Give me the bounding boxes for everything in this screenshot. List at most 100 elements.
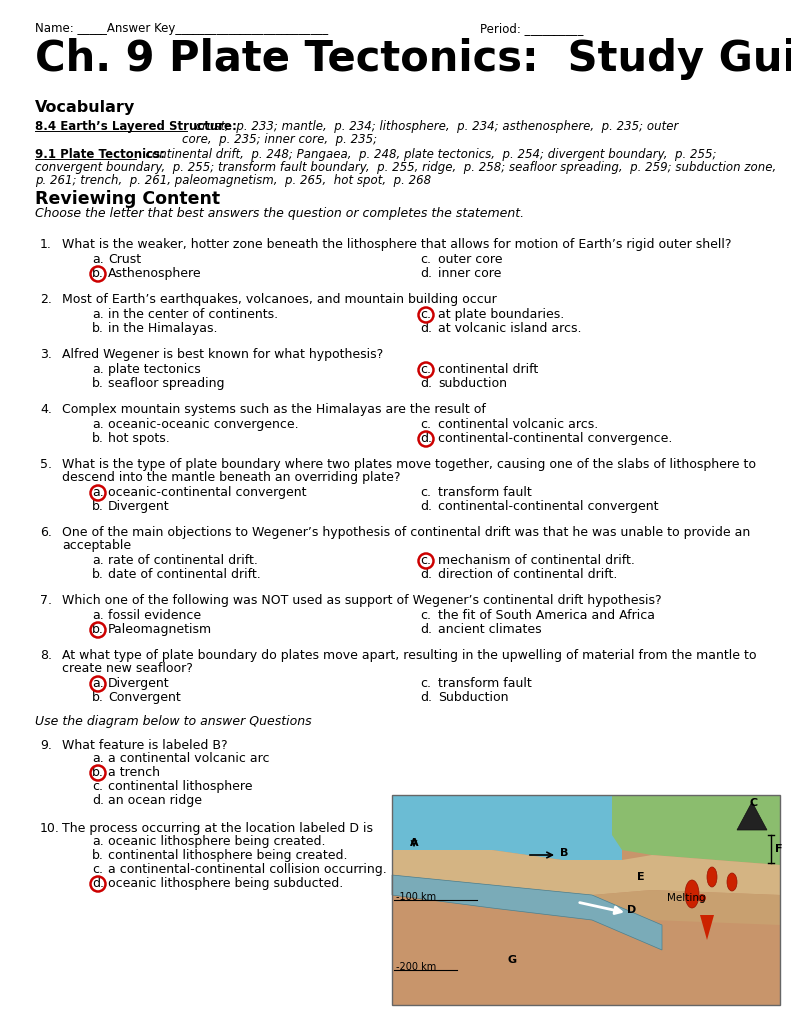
Text: b.: b. <box>92 500 104 513</box>
Ellipse shape <box>685 880 699 908</box>
Text: 2.: 2. <box>40 293 52 306</box>
Text: b.: b. <box>92 322 104 335</box>
Text: seafloor spreading: seafloor spreading <box>108 377 225 390</box>
Polygon shape <box>737 802 767 830</box>
Text: A: A <box>410 838 418 848</box>
Polygon shape <box>392 874 662 950</box>
Text: c.: c. <box>420 308 431 321</box>
Text: descend into the mantle beneath an overriding plate?: descend into the mantle beneath an overr… <box>62 471 400 484</box>
Text: 4.: 4. <box>40 403 52 416</box>
Text: a.: a. <box>92 362 104 376</box>
Text: What feature is labeled B?: What feature is labeled B? <box>62 739 228 752</box>
Text: 9.: 9. <box>40 739 52 752</box>
Text: fossil evidence: fossil evidence <box>108 609 201 622</box>
Text: Reviewing Content: Reviewing Content <box>35 190 220 208</box>
Text: outer core: outer core <box>438 253 502 266</box>
Ellipse shape <box>727 873 737 891</box>
Text: Subduction: Subduction <box>438 691 509 705</box>
Text: Complex mountain systems such as the Himalayas are the result of: Complex mountain systems such as the Him… <box>62 403 486 416</box>
Text: Which one of the following was NOT used as support of Wegener’s continental drif: Which one of the following was NOT used … <box>62 594 661 607</box>
Text: 1.: 1. <box>40 238 52 251</box>
Text: Paleomagnetism: Paleomagnetism <box>108 623 212 636</box>
Text: Crust: Crust <box>108 253 141 266</box>
Text: Period: __________: Period: __________ <box>480 22 584 35</box>
Text: Asthenosphere: Asthenosphere <box>108 267 202 280</box>
Polygon shape <box>700 915 714 940</box>
Text: continental lithosphere: continental lithosphere <box>108 780 252 793</box>
Text: an ocean ridge: an ocean ridge <box>108 794 202 807</box>
Text: 3.: 3. <box>40 348 52 361</box>
Text: 8.: 8. <box>40 649 52 662</box>
Text: 9.1 Plate Tectonics:: 9.1 Plate Tectonics: <box>35 148 165 161</box>
Text: b.: b. <box>92 766 104 779</box>
Text: c.: c. <box>420 418 431 431</box>
Text: mechanism of continental drift.: mechanism of continental drift. <box>438 554 635 567</box>
Text: -100 km: -100 km <box>396 892 436 902</box>
Text: in the Himalayas.: in the Himalayas. <box>108 322 218 335</box>
Text: subduction: subduction <box>438 377 507 390</box>
Text: d.: d. <box>420 568 432 581</box>
Text: a.: a. <box>92 752 104 765</box>
Text: a.: a. <box>92 308 104 321</box>
Text: b.: b. <box>92 267 104 280</box>
Text: oceanic lithosphere being created.: oceanic lithosphere being created. <box>108 835 326 848</box>
Text: What is the weaker, hotter zone beneath the lithosphere that allows for motion o: What is the weaker, hotter zone beneath … <box>62 238 732 251</box>
Text: b.: b. <box>92 691 104 705</box>
Text: convergent boundary,  p. 255; transform fault boundary,  p. 255, ridge,  p. 258;: convergent boundary, p. 255; transform f… <box>35 161 776 174</box>
Text: b.: b. <box>92 568 104 581</box>
Polygon shape <box>392 795 780 1005</box>
Text: continental-continental convergent: continental-continental convergent <box>438 500 658 513</box>
Text: b.: b. <box>92 849 104 862</box>
Text: continental-continental convergence.: continental-continental convergence. <box>438 432 672 445</box>
Text: c.: c. <box>420 253 431 266</box>
Text: a.: a. <box>92 418 104 431</box>
Text: ancient climates: ancient climates <box>438 623 542 636</box>
Text: at volcanic island arcs.: at volcanic island arcs. <box>438 322 581 335</box>
Text: Most of Earth’s earthquakes, volcanoes, and mountain building occur: Most of Earth’s earthquakes, volcanoes, … <box>62 293 497 306</box>
Text: Ch. 9 Plate Tectonics:  Study Guide: Ch. 9 Plate Tectonics: Study Guide <box>35 38 791 80</box>
Text: c.: c. <box>420 362 431 376</box>
Text: a.: a. <box>92 835 104 848</box>
Text: at plate boundaries.: at plate boundaries. <box>438 308 564 321</box>
Text: d.: d. <box>92 794 104 807</box>
Text: continental volcanic arcs.: continental volcanic arcs. <box>438 418 598 431</box>
Text: Choose the letter that best answers the question or completes the statement.: Choose the letter that best answers the … <box>35 207 524 220</box>
Text: E: E <box>637 872 645 882</box>
Text: oceanic lithosphere being subducted.: oceanic lithosphere being subducted. <box>108 877 343 890</box>
Text: a.: a. <box>92 486 104 499</box>
Text: plate tectonics: plate tectonics <box>108 362 201 376</box>
Text: -200 km: -200 km <box>396 962 437 972</box>
Text: d.: d. <box>420 377 432 390</box>
Text: d.: d. <box>420 322 432 335</box>
Ellipse shape <box>698 895 706 901</box>
Text: hot spots.: hot spots. <box>108 432 170 445</box>
Text: Name: _____Answer Key__________________________: Name: _____Answer Key___________________… <box>35 22 328 35</box>
Text: oceanic-continental convergent: oceanic-continental convergent <box>108 486 306 499</box>
Text: c.: c. <box>420 554 431 567</box>
Polygon shape <box>592 890 780 925</box>
Text: c.: c. <box>420 486 431 499</box>
Text: transform fault: transform fault <box>438 486 532 499</box>
Text: d.: d. <box>420 267 432 280</box>
Ellipse shape <box>707 867 717 887</box>
Text: 7.: 7. <box>40 594 52 607</box>
Text: G: G <box>507 955 516 965</box>
Polygon shape <box>392 850 780 895</box>
Text: p. 261; trench,  p. 261, paleomagnetism,  p. 265,  hot spot,  p. 268: p. 261; trench, p. 261, paleomagnetism, … <box>35 174 431 187</box>
Text: inner core: inner core <box>438 267 501 280</box>
Text: core,  p. 235; inner core,  p. 235;: core, p. 235; inner core, p. 235; <box>183 133 377 146</box>
Text: 10.: 10. <box>40 822 60 835</box>
Polygon shape <box>612 795 780 865</box>
Text: oceanic-oceanic convergence.: oceanic-oceanic convergence. <box>108 418 299 431</box>
Text: d.: d. <box>420 432 432 445</box>
Text: F: F <box>775 844 782 854</box>
Text: date of continental drift.: date of continental drift. <box>108 568 261 581</box>
Text: d.: d. <box>420 623 432 636</box>
Text: 8.4 Earth’s Layered Structure:: 8.4 Earth’s Layered Structure: <box>35 120 237 133</box>
Text: 6.: 6. <box>40 526 52 539</box>
Text: a.: a. <box>92 554 104 567</box>
Text: a.: a. <box>92 253 104 266</box>
Text: D: D <box>627 905 636 915</box>
Text: crust,  p. 233; mantle,  p. 234; lithosphere,  p. 234; asthenosphere,  p. 235; o: crust, p. 233; mantle, p. 234; lithosphe… <box>188 120 679 133</box>
Text: c.: c. <box>420 677 431 690</box>
